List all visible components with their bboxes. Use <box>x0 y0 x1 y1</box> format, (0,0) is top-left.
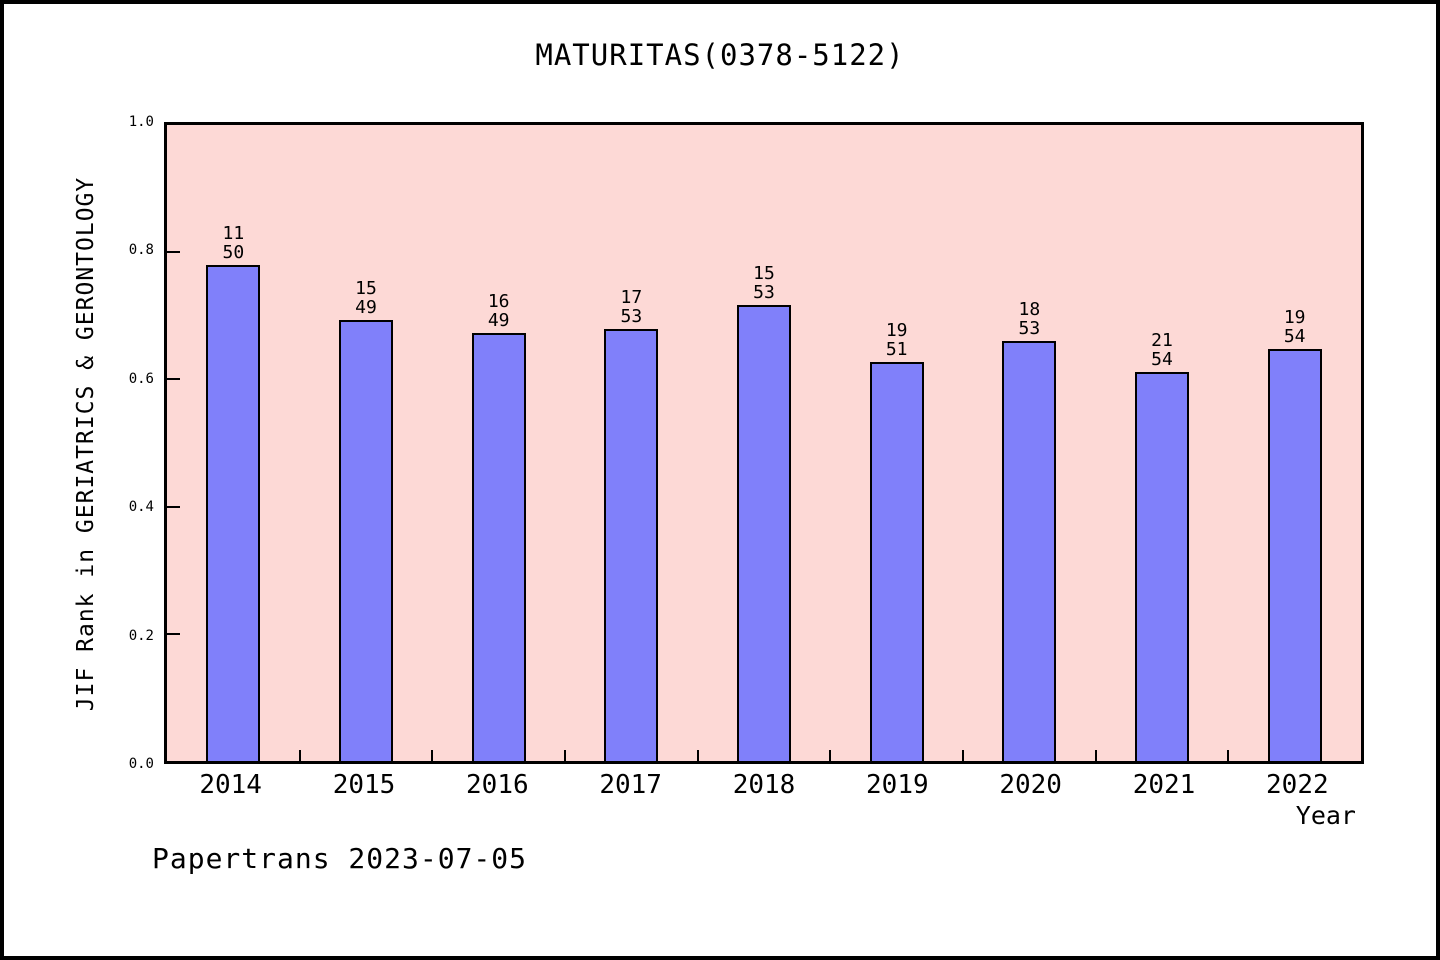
y-tick-label-0.2: 0.2 <box>128 627 154 644</box>
bar-2014 <box>206 264 261 761</box>
bar-value-label-2020: 18 53 <box>1018 300 1040 338</box>
bar-total-value: 50 <box>222 241 245 263</box>
bar-total-value: 53 <box>620 306 643 328</box>
bar-value-label-2019: 19 51 <box>886 321 908 359</box>
bar-rank-value: 17 <box>620 287 643 309</box>
bar-rank-value: 15 <box>355 277 377 299</box>
bar-value-label-2021: 21 54 <box>1151 331 1173 369</box>
x-minor-tick <box>696 750 699 761</box>
bar-2020 <box>1002 341 1057 761</box>
y-tick-label-0.8: 0.8 <box>128 242 154 259</box>
x-minor-tick <box>563 750 566 761</box>
bar-rank-value: 21 <box>1151 330 1173 352</box>
bar-total-value: 53 <box>753 282 775 303</box>
x-tick-label-2020: 2020 <box>999 770 1062 800</box>
x-tick-label-2015: 2015 <box>332 770 396 800</box>
bar-total-value: 53 <box>1018 318 1041 340</box>
bar-value-label-2022: 19 54 <box>1284 308 1306 346</box>
bar-2017 <box>604 329 659 761</box>
x-tick-label-2019: 2019 <box>866 770 929 800</box>
x-minor-tick <box>829 750 832 761</box>
y-tick-mark <box>167 251 180 254</box>
x-minor-tick <box>298 750 301 761</box>
y-tick-mark <box>167 378 180 381</box>
y-tick-label-0.6: 0.6 <box>128 370 154 387</box>
bar-2015 <box>338 319 393 761</box>
x-tick-label-2016: 2016 <box>466 770 529 800</box>
bar-total-value: 54 <box>1151 349 1173 371</box>
x-tick-label-2022: 2022 <box>1266 770 1329 800</box>
bar-rank-value: 16 <box>487 290 510 312</box>
bar-value-label-2015: 15 49 <box>355 279 377 317</box>
x-tick-label-2014: 2014 <box>199 770 262 800</box>
bar-rank-value: 15 <box>753 263 775 284</box>
bar-total-value: 54 <box>1283 325 1306 347</box>
bar-total-value: 49 <box>355 296 377 318</box>
plot-area: 11 50 15 49 16 49 17 53 15 53 19 51 18 53 21 54 19 54 <box>164 122 1364 764</box>
y-tick-label-1.0: 1.0 <box>128 114 154 130</box>
x-minor-tick <box>431 750 434 761</box>
bar-rank-value: 11 <box>222 222 245 244</box>
x-tick-label-2018: 2018 <box>732 770 796 800</box>
x-minor-tick <box>1227 750 1230 761</box>
x-minor-tick <box>1094 750 1097 761</box>
bar-value-label-2014: 11 50 <box>222 224 244 262</box>
bar-2018 <box>737 305 791 761</box>
bar-value-label-2017: 17 53 <box>620 288 642 326</box>
y-tick-label-0.0: 0.0 <box>128 756 154 772</box>
bar-2021 <box>1135 372 1189 761</box>
bar-rank-value: 19 <box>885 320 908 342</box>
bar-rank-value: 19 <box>1283 306 1306 328</box>
x-minor-tick <box>961 750 964 761</box>
chart-title: MATURITAS(0378-5122) <box>535 38 905 72</box>
x-tick-label-2017: 2017 <box>599 770 662 800</box>
y-tick-mark <box>167 632 180 635</box>
bar-rank-value: 18 <box>1018 299 1041 321</box>
y-tick-label-0.4: 0.4 <box>128 499 154 516</box>
bar-2016 <box>471 332 526 761</box>
x-tick-label-2021: 2021 <box>1132 770 1196 800</box>
bar-total-value: 51 <box>885 339 908 361</box>
bar-2019 <box>869 362 924 761</box>
bar-total-value: 49 <box>487 309 510 331</box>
bar-2022 <box>1267 348 1322 761</box>
footer-credit: Papertrans 2023-07-05 <box>152 842 528 875</box>
bar-value-label-2016: 16 49 <box>488 292 510 330</box>
y-tick-mark <box>167 505 180 508</box>
x-axis-title: Year <box>1295 801 1356 830</box>
bar-value-label-2018: 15 53 <box>753 264 775 302</box>
